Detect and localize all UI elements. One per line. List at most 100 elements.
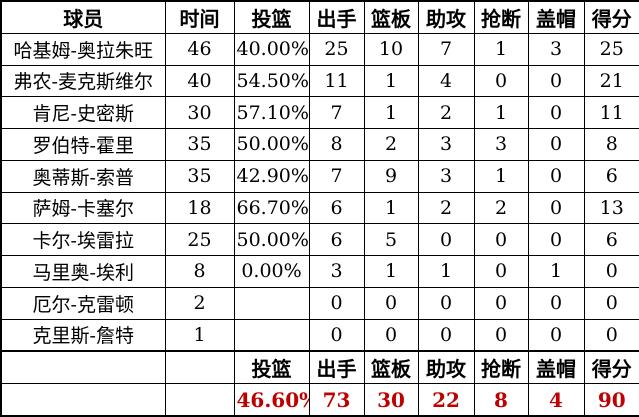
stat-cell: 0 — [473, 255, 529, 288]
stat-cell: 11 — [308, 64, 365, 98]
stat-cell: 3 — [473, 128, 529, 161]
stat-cell: 6 — [308, 191, 365, 225]
stat-cell: 4 — [417, 64, 475, 98]
player-row: 克里斯-詹特 1 0 0 0 0 0 0 — [0, 318, 639, 352]
header-cell: 球员 — [0, 0, 166, 34]
stat-cell: 0 — [473, 286, 529, 320]
player-name-cell: 卡尔-埃雷拉 — [0, 223, 166, 257]
stat-cell: 1 — [417, 255, 475, 288]
total-cell: 46.60% — [233, 383, 310, 417]
stat-cell: 42.90% — [233, 159, 310, 193]
stat-cell: 18 — [164, 191, 235, 225]
total-cell: 4 — [527, 383, 585, 417]
player-row: 马里奥-埃利 8 0.00% 3 1 1 0 1 0 — [0, 255, 639, 288]
header-cell: 助攻 — [417, 0, 475, 34]
stat-cell: 0 — [527, 128, 585, 161]
player-row: 萨姆-卡塞尔 18 66.70% 6 1 2 2 0 13 — [0, 191, 639, 225]
player-name-cell: 克里斯-詹特 — [0, 318, 166, 352]
header-cell: 篮板 — [363, 0, 419, 34]
stat-cell — [233, 318, 310, 352]
stat-cell: 25 — [308, 32, 365, 66]
stat-cell: 0 — [473, 64, 529, 98]
stat-cell: 54.50% — [233, 64, 310, 98]
stat-cell: 8 — [164, 255, 235, 288]
total-cell — [164, 383, 235, 417]
footer-label-cell — [0, 350, 166, 385]
stat-cell: 1 — [363, 64, 419, 98]
stat-cell: 8 — [583, 128, 639, 161]
stat-cell: 0 — [417, 318, 475, 352]
stat-cell: 13 — [583, 191, 639, 225]
stat-cell: 3 — [527, 32, 585, 66]
header-row: 球员 时间 投篮 出手 篮板 助攻 抢断 盖帽 得分 — [0, 0, 639, 34]
footer-label-cell: 投篮 — [233, 350, 310, 385]
header-cell: 出手 — [308, 0, 365, 34]
stat-cell: 3 — [417, 159, 475, 193]
stat-cell: 7 — [308, 159, 365, 193]
header-cell: 抢断 — [473, 0, 529, 34]
stat-cell: 35 — [164, 128, 235, 161]
stat-cell — [233, 286, 310, 320]
footer-label-cell — [164, 350, 235, 385]
stat-cell: 50.00% — [233, 223, 310, 257]
player-row: 奥蒂斯-索普 35 42.90% 7 9 3 1 0 6 — [0, 159, 639, 193]
stat-cell: 35 — [164, 159, 235, 193]
stat-cell: 2 — [164, 286, 235, 320]
stat-cell: 0 — [527, 318, 585, 352]
player-name-cell: 肯尼-史密斯 — [0, 96, 166, 130]
header-cell: 时间 — [164, 0, 235, 34]
stat-cell: 0 — [527, 223, 585, 257]
stat-cell: 0 — [308, 318, 365, 352]
stat-cell: 7 — [417, 32, 475, 66]
player-name-cell: 奥蒂斯-索普 — [0, 159, 166, 193]
stat-cell: 0 — [583, 318, 639, 352]
stat-cell: 0 — [417, 286, 475, 320]
total-cell — [0, 383, 166, 417]
stat-cell: 0 — [473, 318, 529, 352]
stat-cell: 2 — [417, 96, 475, 130]
stat-cell: 0 — [473, 223, 529, 257]
footer-label-cell: 篮板 — [363, 350, 419, 385]
stat-cell: 10 — [363, 32, 419, 66]
stat-cell: 46 — [164, 32, 235, 66]
stat-cell: 1 — [527, 255, 585, 288]
stat-cell: 8 — [308, 128, 365, 161]
stat-cell: 6 — [583, 223, 639, 257]
stat-cell: 0.00% — [233, 255, 310, 288]
stat-cell: 0 — [583, 286, 639, 320]
header-cell: 得分 — [583, 0, 639, 34]
stat-cell: 25 — [164, 223, 235, 257]
stat-cell: 3 — [308, 255, 365, 288]
player-row: 罗伯特-霍里 35 50.00% 8 2 3 3 0 8 — [0, 128, 639, 161]
player-name-cell: 马里奥-埃利 — [0, 255, 166, 288]
footer-label-cell: 助攻 — [417, 350, 475, 385]
stat-cell: 1 — [363, 255, 419, 288]
stat-cell: 0 — [363, 318, 419, 352]
player-row: 卡尔-埃雷拉 25 50.00% 6 5 0 0 0 6 — [0, 223, 639, 257]
footer-label-cell: 得分 — [583, 350, 639, 385]
stat-cell: 40 — [164, 64, 235, 98]
total-cell: 73 — [308, 383, 365, 417]
stat-cell: 25 — [583, 32, 639, 66]
player-row: 弗农-麦克斯维尔 40 54.50% 11 1 4 0 0 21 — [0, 64, 639, 98]
footer-label-row: 投篮 出手 篮板 助攻 抢断 盖帽 得分 — [0, 350, 639, 385]
header-cell: 投篮 — [233, 0, 310, 34]
player-row: 肯尼-史密斯 30 57.10% 7 1 2 1 0 11 — [0, 96, 639, 130]
stat-cell: 57.10% — [233, 96, 310, 130]
header-cell: 盖帽 — [527, 0, 585, 34]
stat-cell: 0 — [583, 255, 639, 288]
player-name-cell: 弗农-麦克斯维尔 — [0, 64, 166, 98]
stat-cell: 1 — [363, 96, 419, 130]
stat-cell: 6 — [308, 223, 365, 257]
stat-cell: 0 — [527, 191, 585, 225]
total-cell: 90 — [583, 383, 639, 417]
stat-cell: 1 — [164, 318, 235, 352]
stat-cell: 1 — [473, 32, 529, 66]
player-name-cell: 哈基姆-奥拉朱旺 — [0, 32, 166, 66]
stat-cell: 3 — [417, 128, 475, 161]
stat-cell: 1 — [473, 96, 529, 130]
